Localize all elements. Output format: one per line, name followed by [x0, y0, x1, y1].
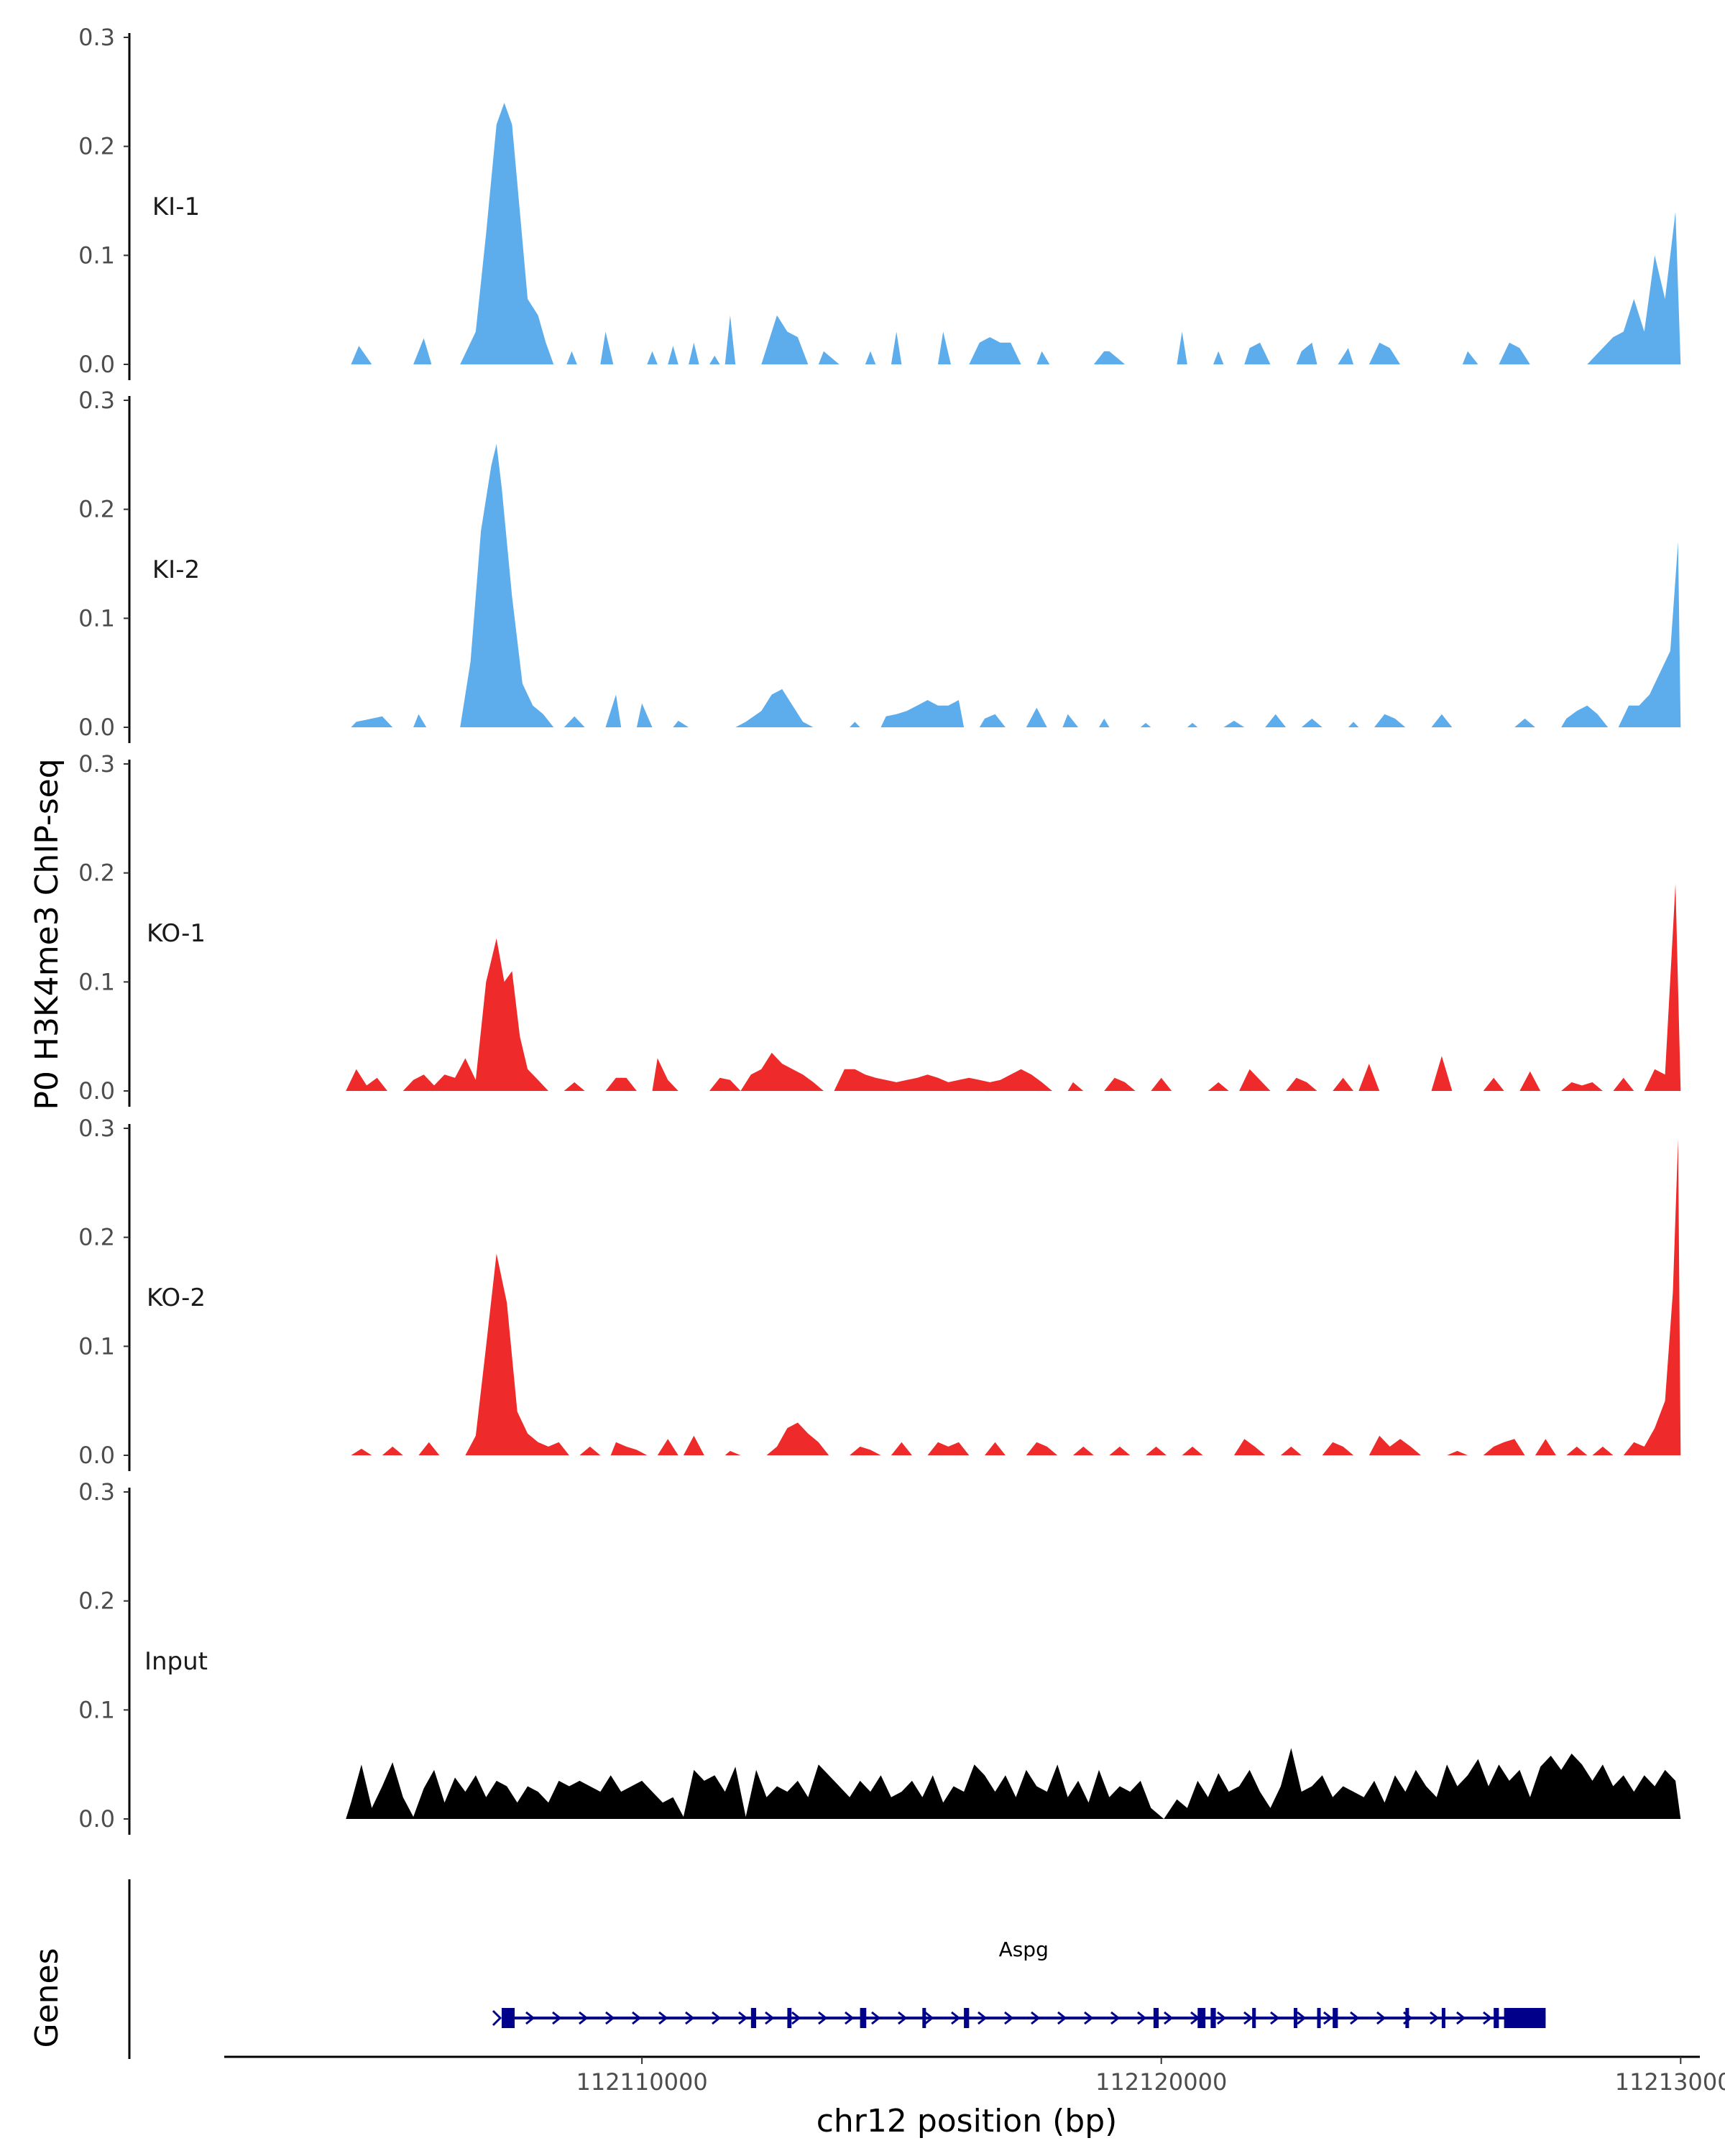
gene-exon — [860, 2008, 867, 2028]
y-tick-label: 0.0 — [78, 351, 115, 378]
strand-arrow — [685, 2011, 695, 2025]
y-tick-label: 0.1 — [78, 241, 115, 269]
strand-arrow — [1376, 2011, 1386, 2025]
gene-exon — [750, 2008, 757, 2028]
strand-arrow — [605, 2011, 615, 2025]
x-tick-label: 112120000 — [1095, 2068, 1227, 2096]
gene-exon — [922, 2008, 926, 2028]
strand-arrow — [1483, 2011, 1493, 2025]
strand-arrow — [765, 2011, 775, 2025]
gene-exon — [501, 2008, 515, 2028]
gene-name-label: Aspg — [999, 1938, 1049, 1961]
gene-exon — [1210, 2008, 1216, 2028]
strand-arrow — [1031, 2011, 1041, 2025]
y-tick-label: 0.0 — [78, 1442, 115, 1469]
signal-area — [351, 1139, 1681, 1455]
gene-exon — [787, 2008, 792, 2028]
strand-arrow — [658, 2011, 668, 2025]
track-label: Input — [144, 1647, 208, 1676]
track-label: KI-1 — [152, 193, 200, 221]
strand-arrow — [898, 2011, 908, 2025]
signal-area — [346, 883, 1681, 1091]
gene-exon — [1252, 2008, 1256, 2028]
strand-arrow — [1430, 2011, 1440, 2025]
y-tick-label: 0.0 — [78, 714, 115, 741]
strand-arrow — [1137, 2011, 1147, 2025]
y-tick-label: 0.3 — [78, 1478, 115, 1506]
track-label: KI-2 — [152, 556, 200, 584]
y-tick-label: 0.1 — [78, 1696, 115, 1723]
track-label: KO-1 — [147, 919, 206, 948]
strand-arrow — [791, 2011, 801, 2025]
strand-arrow — [951, 2011, 961, 2025]
strand-arrow — [492, 2009, 502, 2027]
strand-arrow — [1057, 2011, 1067, 2025]
gene-exon — [1293, 2008, 1298, 2028]
x-tick-label: 112130000 — [1615, 2068, 1725, 2096]
y-axis-title: P0 H3K4me3 ChIP-seq — [29, 758, 65, 1110]
x-tick-label: 112110000 — [576, 2068, 707, 2096]
strand-arrow — [1270, 2011, 1280, 2025]
y-tick-label: 0.1 — [78, 604, 115, 632]
strand-arrow — [552, 2011, 562, 2025]
y-tick-label: 0.0 — [78, 1077, 115, 1105]
gene-exon — [964, 2008, 970, 2028]
track-ko-2: 0.0 0.1 0.2 0.3 KO-2 — [78, 1115, 1681, 1471]
strand-arrow — [1456, 2011, 1466, 2025]
y-tick-label: 0.0 — [78, 1805, 115, 1833]
y-tick-label: 0.3 — [78, 1115, 115, 1142]
signal-area — [351, 443, 1681, 727]
strand-arrow — [871, 2011, 881, 2025]
gene-exon — [1494, 2008, 1499, 2028]
gene-exon — [1405, 2008, 1409, 2028]
track-ko-1: 0.0 0.1 0.2 0.3 KO-1 — [78, 750, 1681, 1107]
strand-arrow — [1084, 2011, 1094, 2025]
signal-area — [351, 103, 1681, 364]
y-tick-label: 0.1 — [78, 1332, 115, 1360]
strand-arrow — [1004, 2011, 1014, 2025]
strand-arrow — [1350, 2011, 1360, 2025]
track-ki-2: 0.0 0.1 0.2 0.3 KI-2 — [78, 387, 1681, 743]
strand-arrow — [738, 2011, 748, 2025]
y-tick-label: 0.2 — [78, 1588, 115, 1615]
y-tick-label: 0.3 — [78, 750, 115, 778]
strand-arrow — [632, 2011, 642, 2025]
track-label: KO-2 — [147, 1284, 206, 1312]
strand-arrow — [818, 2011, 828, 2025]
strand-arrow — [1297, 2011, 1307, 2025]
track-input: 0.0 0.1 0.2 0.3 Input — [78, 1478, 1681, 1835]
x-axis-title: chr12 position (bp) — [816, 2103, 1118, 2139]
strand-arrow — [924, 2011, 934, 2025]
strand-arrow — [1164, 2011, 1174, 2025]
signal-area — [346, 1748, 1681, 1819]
strand-arrow — [1243, 2011, 1254, 2025]
strand-arrow — [579, 2011, 589, 2025]
y-tick-label: 0.2 — [78, 133, 115, 160]
gene-exon — [1441, 2008, 1445, 2028]
y-tick-label: 0.3 — [78, 24, 115, 51]
gene-exon — [1333, 2008, 1338, 2028]
y-tick-label: 0.2 — [78, 496, 115, 523]
strand-arrow — [712, 2011, 722, 2025]
x-axis: 112110000 112120000 112130000 — [224, 2055, 1725, 2096]
genes-axis-title: Genes — [29, 1948, 65, 2047]
y-tick-label: 0.2 — [78, 1224, 115, 1251]
gene-exon — [1153, 2008, 1159, 2028]
gene-exon — [1317, 2008, 1321, 2028]
gene-exon — [1197, 2008, 1206, 2028]
gene-exon — [1504, 2008, 1546, 2028]
strand-arrow — [1323, 2011, 1333, 2025]
gene-track: Aspg — [128, 1879, 1546, 2059]
y-tick-label: 0.3 — [78, 387, 115, 414]
track-ki-1: 0.0 0.1 0.2 0.3 KI-1 — [78, 24, 1681, 380]
strand-arrow — [845, 2011, 855, 2025]
y-tick-label: 0.2 — [78, 860, 115, 887]
tracks: 0.00.10.20.3KI-10.00.10.20.3KI-20.00.10.… — [78, 24, 1681, 1835]
strand-arrow — [525, 2011, 535, 2025]
y-tick-label: 0.1 — [78, 968, 115, 995]
strand-arrow — [1217, 2011, 1227, 2025]
strand-arrow — [978, 2011, 988, 2025]
strand-arrow — [1110, 2011, 1121, 2025]
